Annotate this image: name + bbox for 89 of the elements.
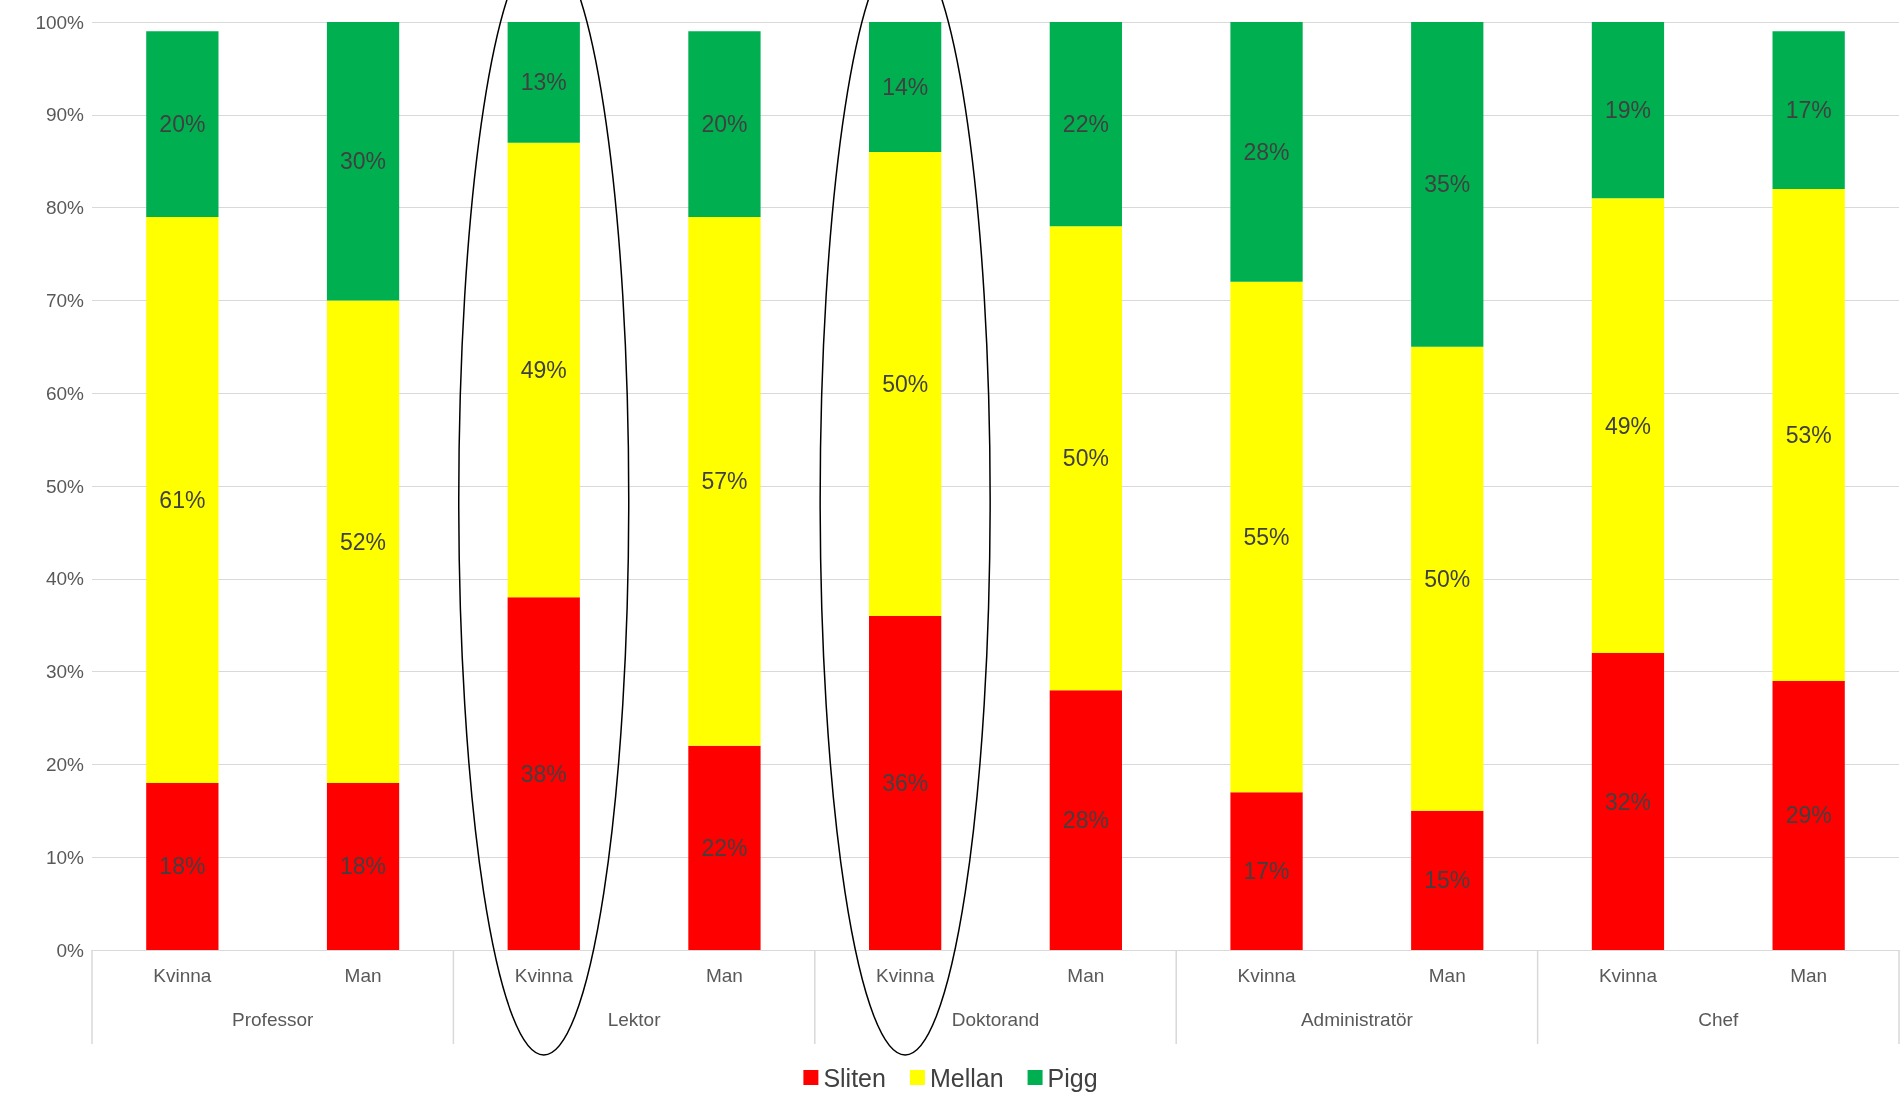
data-label: 22% (701, 834, 748, 861)
bar (1411, 22, 1484, 347)
x-tick-label: Man (1428, 965, 1466, 986)
x-tick-label: Man (1067, 965, 1105, 986)
data-label: 28% (1062, 807, 1109, 834)
y-tick-label: 80% (45, 197, 85, 219)
bar (1591, 22, 1665, 199)
data-label: 49% (520, 357, 567, 383)
bar (146, 782, 219, 950)
text: Professor (232, 1009, 315, 1030)
data-label: 57% (701, 468, 748, 495)
bar (869, 22, 942, 152)
data-label: 29% (1785, 802, 1832, 829)
bar (1049, 690, 1122, 950)
bar (688, 31, 761, 217)
bar (507, 142, 580, 598)
bar (869, 151, 942, 616)
data-label: 19% (1604, 97, 1651, 124)
y-tick-label: 20% (45, 753, 85, 775)
data-label: 20% (159, 111, 206, 138)
x-tick-label: Man (705, 965, 743, 986)
data-label: 38% (520, 760, 567, 787)
bar (326, 782, 400, 950)
y-tick-label: 100% (35, 11, 85, 33)
legend-label: Pigg (1047, 1063, 1098, 1092)
bar (146, 31, 219, 217)
data-label: 18% (340, 853, 387, 880)
data-label: 50% (1062, 445, 1109, 472)
bar (869, 615, 942, 950)
bar (326, 22, 400, 301)
y-tick-label: 60% (45, 382, 85, 404)
bar (1591, 198, 1665, 654)
y-tick-label: 50% (45, 475, 85, 497)
bar (1591, 653, 1665, 950)
data-label: 13% (520, 69, 567, 96)
data-label: 35% (1424, 171, 1471, 198)
data-label: 20% (701, 111, 748, 138)
data-label: 22% (1062, 111, 1109, 138)
bar (1772, 680, 1845, 950)
bar (688, 745, 761, 950)
data-label: 50% (882, 370, 929, 397)
data-label: 53% (1785, 421, 1832, 448)
data-label: 50% (1424, 565, 1471, 592)
data-label: 36% (882, 769, 929, 796)
x-tick-label: Man (344, 965, 382, 986)
data-label: 17% (1785, 97, 1832, 124)
data-label: 52% (340, 528, 387, 555)
x-tick-label: Man (1790, 965, 1828, 986)
text: Administratör (1300, 1009, 1414, 1030)
bar (1230, 792, 1303, 950)
bar (146, 216, 219, 783)
text: Chef (1698, 1009, 1740, 1030)
bar (1230, 22, 1303, 282)
data-label: 49% (1604, 412, 1651, 439)
bar (1049, 22, 1122, 227)
bar (507, 22, 580, 143)
y-tick-label: 40% (45, 568, 85, 590)
bar (1411, 346, 1484, 811)
bar (1049, 226, 1122, 691)
data-label: 15% (1424, 867, 1471, 894)
bar (1772, 31, 1845, 190)
data-label: 32% (1604, 788, 1651, 815)
x-tick-label: Kvinna (876, 965, 935, 986)
legend-label: Mellan (929, 1063, 1004, 1092)
y-tick-label: 10% (45, 846, 85, 868)
data-label: 30% (340, 148, 387, 175)
bar (1411, 810, 1484, 950)
y-tick-label: 70% (45, 289, 85, 311)
data-label: 18% (159, 853, 206, 880)
x-tick-label: Kvinna (514, 965, 574, 986)
y-tick-label: 0% (56, 939, 85, 961)
bar (688, 216, 761, 746)
text: Doktorand (951, 1009, 1040, 1030)
data-label: 55% (1243, 524, 1290, 551)
x-tick-label: Kvinna (1237, 965, 1297, 986)
data-label: 28% (1243, 138, 1290, 165)
bar (1230, 281, 1303, 793)
data-label: 61% (159, 486, 206, 513)
x-tick-label: Kvinna (153, 965, 212, 986)
y-tick-label: 30% (45, 661, 85, 683)
x-tick-label: Kvinna (1598, 965, 1658, 986)
text: Lektor (607, 1009, 662, 1030)
bar (507, 597, 580, 950)
bar (326, 300, 400, 783)
data-label: 17% (1243, 858, 1290, 885)
bar (1772, 189, 1845, 681)
data-label: 14% (882, 73, 929, 100)
legend-label: Sliten (823, 1063, 886, 1092)
y-tick-label: 90% (45, 104, 85, 126)
